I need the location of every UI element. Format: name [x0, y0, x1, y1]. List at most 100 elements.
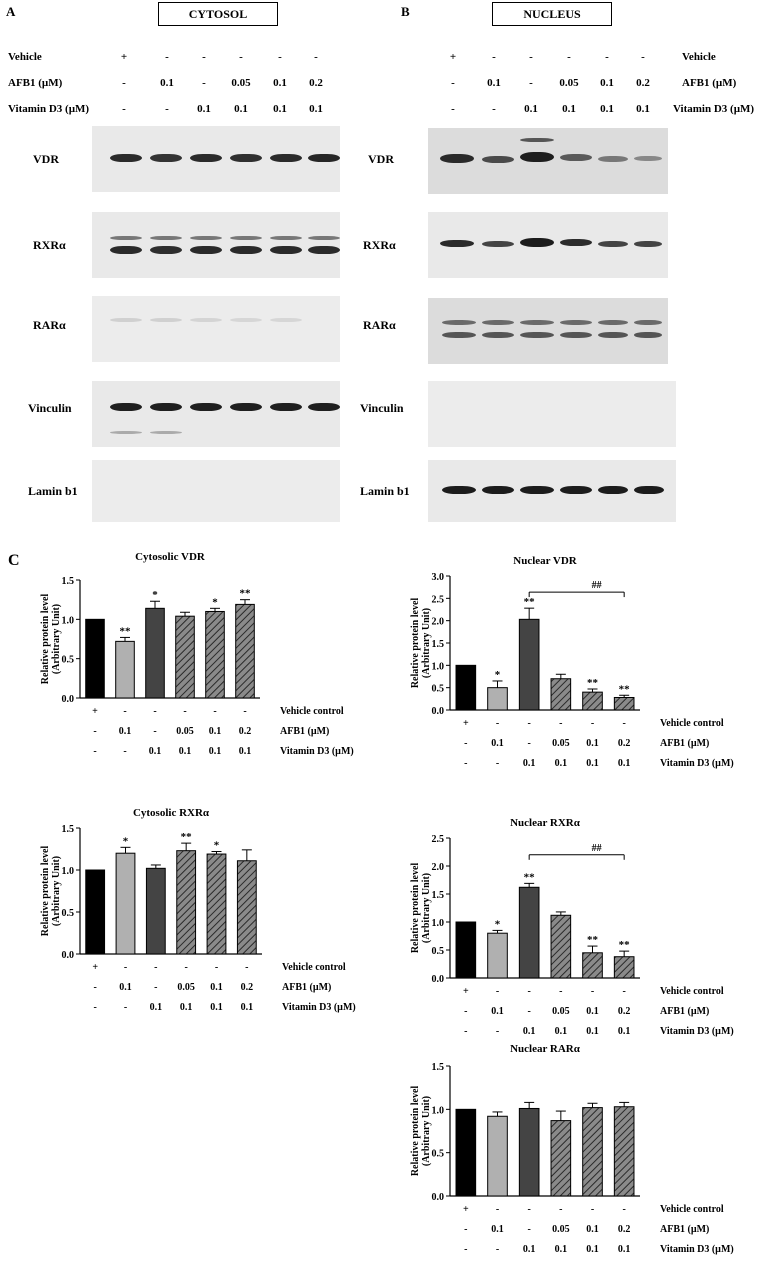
nuc-vinculin-blot [428, 381, 676, 447]
condition-cell: - [184, 962, 187, 973]
bar [582, 691, 603, 711]
significance-label: * [495, 669, 501, 681]
condition-row-label: Vitamin D3 (µM) [280, 746, 354, 757]
condition-row-label: Vehicle control [660, 986, 724, 997]
condition-cell: - [93, 746, 96, 757]
condition-cell: 0.1 [586, 1026, 599, 1037]
condition-cell: - [124, 1002, 127, 1013]
condition-cell: 0.2 [618, 1006, 631, 1017]
significance-label: ** [120, 625, 132, 637]
bar [455, 1108, 477, 1197]
condition-cell: - [527, 1204, 530, 1215]
y-tick-label: 1.5 [62, 824, 75, 835]
cyto-vitd3-cell: 0.1 [197, 103, 211, 115]
y-tick-label: 0.5 [432, 946, 445, 957]
cyto-rara-blot [92, 296, 340, 362]
cyto-vehicle-cell: - [278, 51, 282, 63]
condition-cell: 0.2 [239, 726, 252, 737]
cyto-lamin-blot [92, 460, 340, 522]
nuc-lamin-blot [428, 460, 676, 522]
bar [582, 1107, 603, 1197]
significance-label: * [495, 918, 501, 930]
bar [550, 1120, 572, 1197]
condition-cell: 0.1 [241, 1002, 254, 1013]
cyto-afb1-label: AFB1 (µM) [8, 77, 63, 89]
condition-cell: - [464, 1026, 467, 1037]
condition-cell: - [93, 726, 96, 737]
cyto-afb1-cell: 0.1 [160, 77, 174, 89]
bar [518, 618, 540, 711]
cyto-vehicle-cell: - [202, 51, 206, 63]
bar [613, 1106, 635, 1197]
condition-cell: - [591, 718, 594, 729]
condition-cell: - [527, 986, 530, 997]
cyto-vehicle-label: Vehicle [8, 51, 42, 63]
significance-label: ** [240, 588, 252, 600]
condition-cell: 0.1 [555, 758, 568, 769]
condition-cell: 0.1 [523, 758, 536, 769]
cyto-vinculin-blot [92, 381, 340, 447]
cyto-vehicle-cell: - [239, 51, 243, 63]
condition-cell: 0.1 [586, 1006, 599, 1017]
condition-cell: - [215, 962, 218, 973]
chart-title: Cytosolic VDR [135, 551, 206, 563]
nuc-vitd3-cell: - [451, 103, 455, 115]
chart-title: Cytosolic RXRα [133, 807, 210, 819]
nuc-vehicle-cell: - [605, 51, 609, 63]
y-axis-label: Relative protein level(Arbitrary Unit) [410, 863, 432, 954]
condition-cell: - [464, 1244, 467, 1255]
y-tick-label: 0.5 [62, 655, 75, 666]
condition-cell: 0.1 [209, 726, 222, 737]
y-tick-label: 2.5 [432, 834, 445, 845]
condition-cell: - [591, 986, 594, 997]
cyto-vitd3-cell: 0.1 [273, 103, 287, 115]
condition-cell: 0.1 [179, 746, 192, 757]
condition-cell: - [496, 718, 499, 729]
panel-b-letter: B [401, 4, 410, 19]
bar [518, 886, 540, 979]
condition-cell: - [123, 706, 126, 717]
condition-row-label: AFB1 (µM) [280, 726, 329, 737]
bar [518, 1107, 540, 1197]
nucleus-title: NUCLEUS [492, 2, 612, 26]
condition-cell: 0.1 [210, 982, 223, 993]
significance-label: ** [619, 939, 631, 951]
y-tick-label: 0.0 [62, 694, 75, 705]
condition-cell: - [213, 706, 216, 717]
cyto-blot-label-lamin: Lamin b1 [28, 484, 78, 498]
nuc-blot-label-rxra: RXRα [363, 238, 396, 252]
cyto-blot-label-rxra: RXRα [33, 238, 66, 252]
condition-row-label: Vitamin D3 (µM) [282, 1002, 356, 1013]
nuc-afb1-label: AFB1 (µM) [682, 77, 737, 89]
significance-label: ** [587, 934, 599, 946]
cyto-blot-label-vdr: VDR [33, 152, 59, 166]
significance-label: ** [524, 596, 536, 608]
cyto-vehicle-cell: - [314, 51, 318, 63]
bar [487, 1115, 508, 1197]
condition-cell: + [463, 718, 469, 729]
y-tick-label: 0.0 [432, 706, 445, 717]
bar [205, 610, 225, 699]
y-tick-label: 1.5 [432, 890, 445, 901]
condition-cell: 0.1 [586, 758, 599, 769]
bar [145, 867, 166, 955]
y-axis-label: Relative protein level(Arbitrary Unit) [40, 594, 62, 685]
y-tick-label: 0.5 [62, 908, 75, 919]
bar [175, 615, 195, 699]
condition-cell: - [496, 1204, 499, 1215]
cyto-rxra-blot [92, 212, 340, 278]
condition-cell: - [245, 962, 248, 973]
y-tick-label: 0.5 [432, 1149, 445, 1160]
nuc-vehicle-cell: - [492, 51, 496, 63]
nuc-blot-label-lamin: Lamin b1 [360, 484, 410, 498]
condition-cell: - [622, 986, 625, 997]
cyto-afb1-cell: - [202, 77, 206, 89]
bar [115, 640, 135, 699]
bar [176, 850, 197, 955]
bracket-label: ## [592, 580, 602, 591]
condition-row-label: AFB1 (µM) [282, 982, 331, 993]
condition-cell: - [559, 718, 562, 729]
condition-cell: 0.1 [555, 1244, 568, 1255]
condition-row-label: Vitamin D3 (µM) [660, 1244, 734, 1255]
condition-row-label: Vehicle control [660, 1204, 724, 1215]
